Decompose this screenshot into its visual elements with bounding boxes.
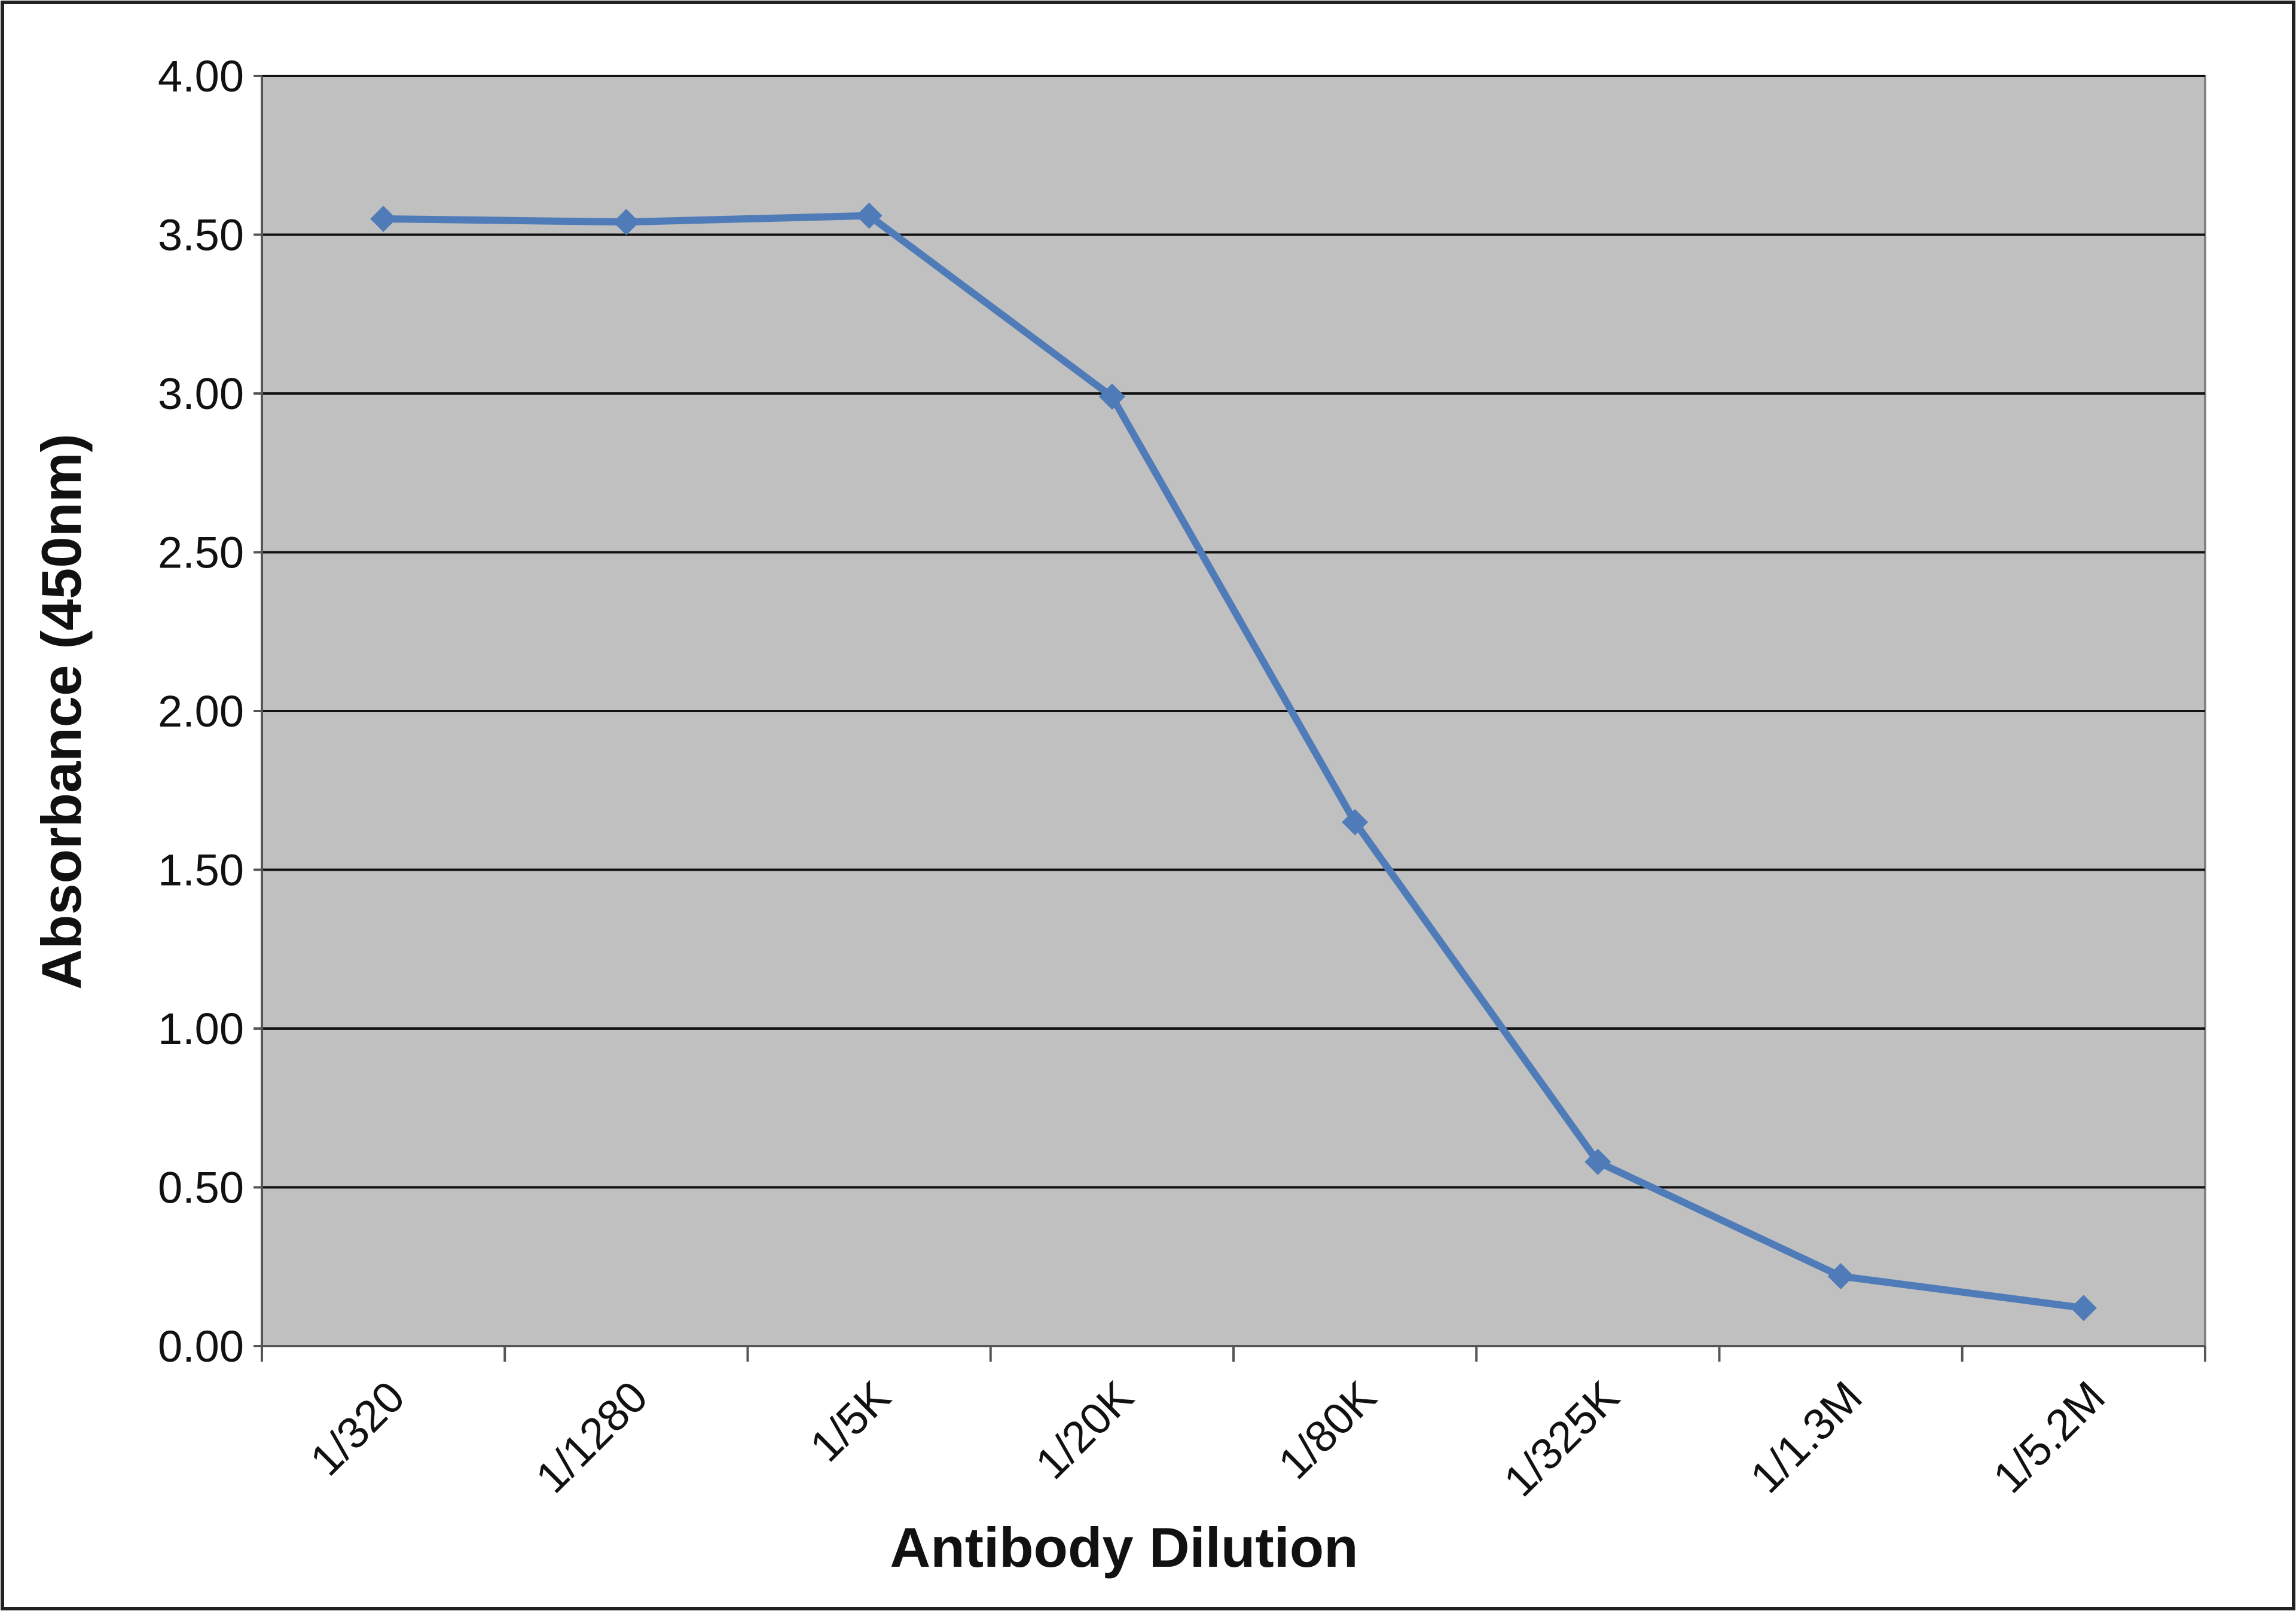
data-point <box>2070 1295 2097 1322</box>
data-point <box>856 202 883 229</box>
y-tick-label: 3.50 <box>158 210 244 260</box>
y-tick-label: 4.00 <box>158 51 244 101</box>
y-axis-title: Absorbance (450nm) <box>30 434 93 990</box>
data-point <box>613 209 640 236</box>
y-tick-label: 2.00 <box>158 686 244 736</box>
y-tick-label: 1.00 <box>158 1004 244 1054</box>
data-point <box>1098 383 1125 410</box>
data-line <box>383 212 2084 1312</box>
y-tick-label: 2.50 <box>158 528 244 578</box>
y-tick-label: 3.00 <box>158 369 244 419</box>
y-tick-label: 0.50 <box>158 1163 244 1213</box>
data-point <box>1342 808 1369 835</box>
y-tick-label: 1.50 <box>158 846 244 895</box>
data-point <box>1584 1149 1611 1176</box>
data-point <box>370 205 397 232</box>
x-axis-title: Antibody Dilution <box>890 1516 1358 1579</box>
data-point <box>1827 1263 1854 1290</box>
y-tick-label: 0.00 <box>158 1322 244 1371</box>
